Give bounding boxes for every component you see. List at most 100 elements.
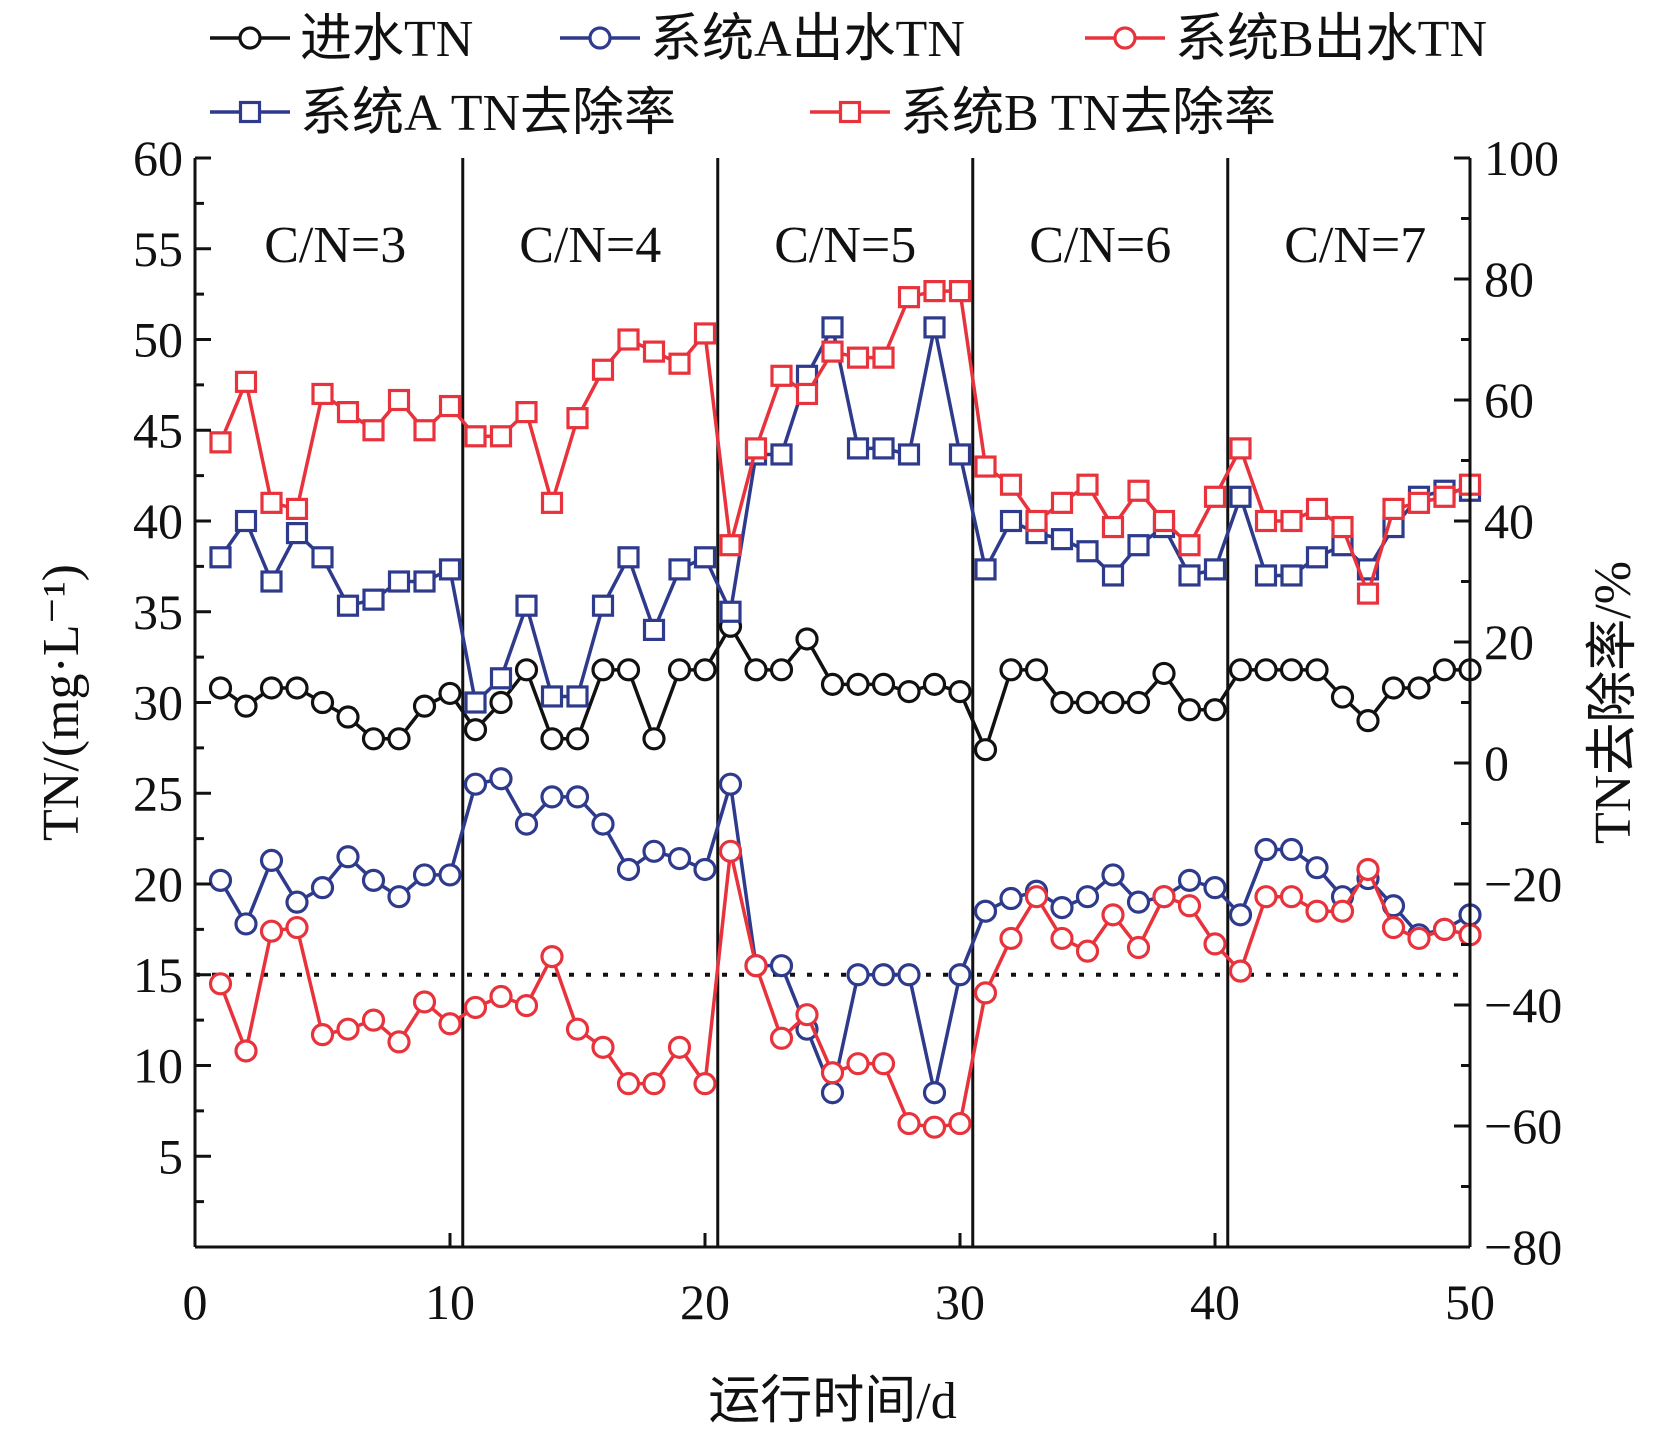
series-3-point-20 (693, 1072, 717, 1096)
series-5-point-44 (1305, 497, 1329, 520)
series-4-point-21 (719, 600, 742, 623)
series-5-point-32 (999, 473, 1023, 496)
series-2-point-25 (820, 1081, 845, 1105)
series-3-point-4 (285, 915, 309, 940)
x-tick-label-10: 10 (425, 1274, 475, 1330)
series-2-point-8 (387, 885, 411, 909)
series-5-point-27 (872, 346, 895, 369)
series-2-point-20 (693, 857, 717, 882)
series-4-point-1 (209, 546, 232, 569)
series-2-point-40 (1203, 876, 1227, 900)
series-4-point-5 (311, 546, 334, 569)
series-1-line (219, 622, 1470, 755)
series-3-point-29 (922, 1115, 947, 1139)
series-4-point-28 (897, 443, 921, 466)
series-1-point-12 (489, 690, 513, 715)
series-4-point-9 (413, 570, 436, 593)
series-3-point-7 (361, 1008, 386, 1032)
series-1-point-37 (1126, 690, 1151, 715)
series-5-point-4 (285, 497, 309, 520)
series-3-point-8 (387, 1030, 411, 1054)
series-4-point-7 (362, 588, 385, 611)
series-2-point-35 (1075, 885, 1100, 909)
series-5-point-18 (642, 340, 666, 363)
series-1-point-1 (208, 676, 233, 700)
series-3-point-12 (489, 984, 513, 1009)
series-5-point-7 (362, 419, 385, 442)
series-5-point-9 (413, 419, 436, 442)
series-3-point-3 (259, 919, 284, 943)
series-4-point-8 (387, 570, 411, 593)
series-2-point-41 (1228, 903, 1253, 927)
stage-label-5: C/N=7 (1284, 217, 1426, 274)
series-4-point-30 (948, 443, 972, 466)
series-1-point-29 (922, 672, 947, 696)
legend-label-5: 系统B TN去除率 (900, 85, 1276, 142)
series-5-point-42 (1254, 509, 1278, 533)
legend-label-2: 系统A出水TN (650, 11, 965, 68)
series-5-point-6 (336, 401, 360, 424)
y2-tick-label--20: −20 (1484, 856, 1562, 912)
series-1-point-5 (310, 690, 335, 715)
y-axis-title: TN/(mg·L⁻¹) (33, 564, 90, 841)
series-2-point-3 (259, 848, 284, 873)
series-5-point-45 (1331, 515, 1354, 539)
series-1-point-23 (769, 658, 794, 682)
series-2-point-18 (642, 839, 666, 863)
series-3-point-28 (897, 1111, 921, 1136)
series-2-point-30 (948, 963, 972, 987)
series-5-point-12 (489, 425, 513, 448)
y2-tick-label--80: −80 (1484, 1219, 1562, 1275)
series-1-point-36 (1101, 690, 1125, 715)
y2-tick-label-100: 100 (1484, 130, 1559, 186)
series-2-point-31 (973, 899, 998, 923)
series-5-point-20 (693, 322, 717, 345)
y2-axis-title: TN去除率/% (1585, 561, 1642, 844)
series-4-point-2 (234, 509, 258, 533)
series-4-point-10 (438, 558, 462, 581)
legend-marker-2 (588, 26, 612, 50)
series-3-point-27 (871, 1052, 896, 1076)
series-3-point-38 (1152, 885, 1176, 909)
series-2-point-28 (897, 963, 921, 987)
series-5-point-24 (795, 382, 819, 406)
x-tick-label-20: 20 (680, 1274, 730, 1330)
series-5-point-30 (948, 280, 972, 303)
series-1-point-30 (948, 680, 972, 704)
series-3-point-11 (463, 995, 488, 1020)
series-2-point-37 (1126, 890, 1151, 914)
series-4-point-42 (1254, 564, 1278, 587)
series-4-point-37 (1127, 534, 1150, 557)
series-2-point-2 (234, 912, 258, 936)
series-1-point-25 (820, 672, 845, 696)
y-tick-label-35: 35 (133, 584, 183, 640)
series-3-point-15 (565, 1017, 590, 1041)
series-3-point-26 (846, 1052, 870, 1076)
legend-marker-5 (838, 100, 862, 124)
series-3-point-36 (1101, 903, 1125, 927)
series-1-point-19 (667, 658, 692, 682)
y-tick-label-40: 40 (133, 493, 183, 549)
series-3-point-22 (744, 954, 768, 978)
series-5-point-38 (1152, 509, 1176, 533)
series-1-point-33 (1024, 658, 1049, 682)
series-5-point-35 (1076, 473, 1099, 496)
series-2-point-7 (361, 868, 386, 892)
series-5-point-47 (1382, 497, 1405, 520)
series-4-point-6 (336, 594, 360, 617)
series-5-point-37 (1127, 479, 1150, 502)
series-1-point-40 (1203, 698, 1227, 722)
series-5-point-46 (1356, 582, 1380, 605)
series-3-point-43 (1279, 885, 1304, 909)
series-4-point-34 (1050, 528, 1074, 551)
series-5-point-26 (846, 346, 870, 369)
y2-tick-label-80: 80 (1484, 251, 1534, 307)
y-tick-label-20: 20 (133, 856, 183, 912)
series-2-point-4 (285, 890, 309, 914)
y2-tick-label-0: 0 (1484, 735, 1509, 791)
series-4-point-40 (1203, 558, 1227, 581)
series-3-point-17 (616, 1072, 641, 1096)
series-4-point-17 (617, 546, 640, 569)
series-2-point-19 (667, 846, 692, 871)
